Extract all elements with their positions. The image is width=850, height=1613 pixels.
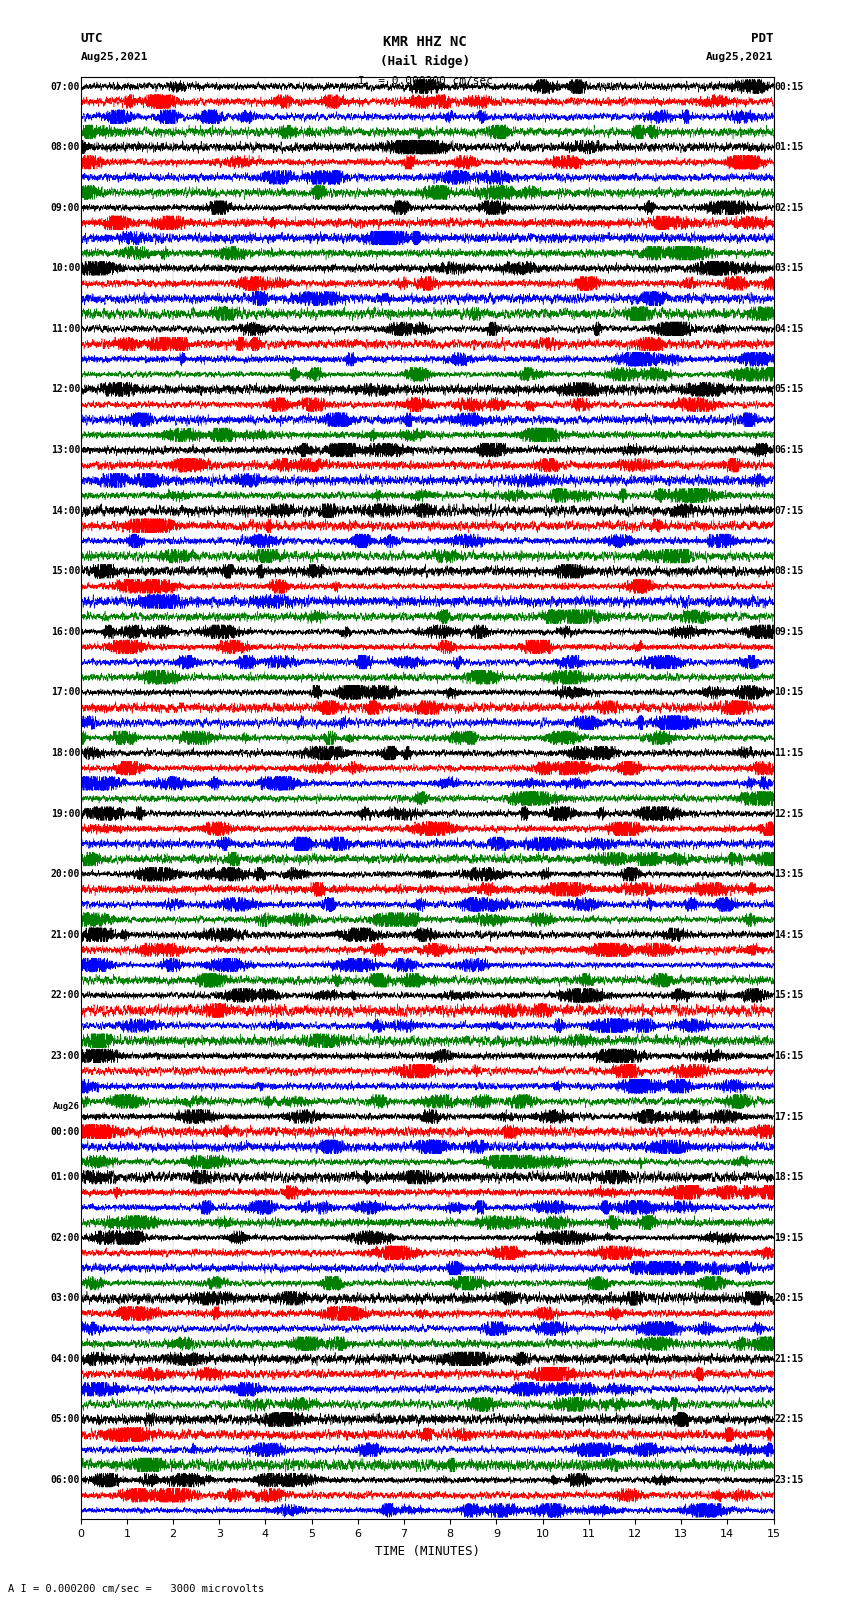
Text: 06:00: 06:00 [51,1474,80,1486]
Text: 02:15: 02:15 [774,203,803,213]
Text: Aug25,2021: Aug25,2021 [706,52,774,61]
Text: 15:15: 15:15 [774,990,803,1000]
Text: 22:00: 22:00 [51,990,80,1000]
Text: 00:00: 00:00 [51,1126,80,1137]
X-axis label: TIME (MINUTES): TIME (MINUTES) [375,1545,479,1558]
Text: 09:15: 09:15 [774,627,803,637]
Text: 18:15: 18:15 [774,1173,803,1182]
Text: I  = 0.000200 cm/sec: I = 0.000200 cm/sec [358,76,492,85]
Text: 00:15: 00:15 [774,82,803,92]
Text: 05:15: 05:15 [774,384,803,395]
Text: Aug25,2021: Aug25,2021 [81,52,148,61]
Text: 14:15: 14:15 [774,929,803,940]
Text: 20:15: 20:15 [774,1294,803,1303]
Text: 21:15: 21:15 [774,1353,803,1365]
Text: 11:15: 11:15 [774,748,803,758]
Text: 22:15: 22:15 [774,1415,803,1424]
Text: 04:00: 04:00 [51,1353,80,1365]
Text: 11:00: 11:00 [51,324,80,334]
Text: 13:00: 13:00 [51,445,80,455]
Text: KMR HHZ NC: KMR HHZ NC [383,35,467,50]
Text: (Hail Ridge): (Hail Ridge) [380,55,470,68]
Text: 13:15: 13:15 [774,869,803,879]
Text: 09:00: 09:00 [51,203,80,213]
Text: 18:00: 18:00 [51,748,80,758]
Text: 07:00: 07:00 [51,82,80,92]
Text: 02:00: 02:00 [51,1232,80,1242]
Text: 17:15: 17:15 [774,1111,803,1121]
Text: 20:00: 20:00 [51,869,80,879]
Text: 01:15: 01:15 [774,142,803,152]
Text: 19:00: 19:00 [51,808,80,818]
Text: A I = 0.000200 cm/sec =   3000 microvolts: A I = 0.000200 cm/sec = 3000 microvolts [8,1584,264,1594]
Text: 08:15: 08:15 [774,566,803,576]
Text: 04:15: 04:15 [774,324,803,334]
Text: 06:15: 06:15 [774,445,803,455]
Text: 07:15: 07:15 [774,505,803,516]
Text: 16:00: 16:00 [51,627,80,637]
Text: 23:00: 23:00 [51,1052,80,1061]
Text: 01:00: 01:00 [51,1173,80,1182]
Text: 03:15: 03:15 [774,263,803,273]
Text: 14:00: 14:00 [51,505,80,516]
Text: PDT: PDT [751,32,774,45]
Text: UTC: UTC [81,32,103,45]
Text: 19:15: 19:15 [774,1232,803,1242]
Text: 17:00: 17:00 [51,687,80,697]
Text: 03:00: 03:00 [51,1294,80,1303]
Text: 23:15: 23:15 [774,1474,803,1486]
Text: 21:00: 21:00 [51,929,80,940]
Text: 15:00: 15:00 [51,566,80,576]
Text: Aug26: Aug26 [54,1102,80,1111]
Text: 16:15: 16:15 [774,1052,803,1061]
Text: 10:00: 10:00 [51,263,80,273]
Text: 05:00: 05:00 [51,1415,80,1424]
Text: 10:15: 10:15 [774,687,803,697]
Text: 12:00: 12:00 [51,384,80,395]
Text: 08:00: 08:00 [51,142,80,152]
Text: 12:15: 12:15 [774,808,803,818]
